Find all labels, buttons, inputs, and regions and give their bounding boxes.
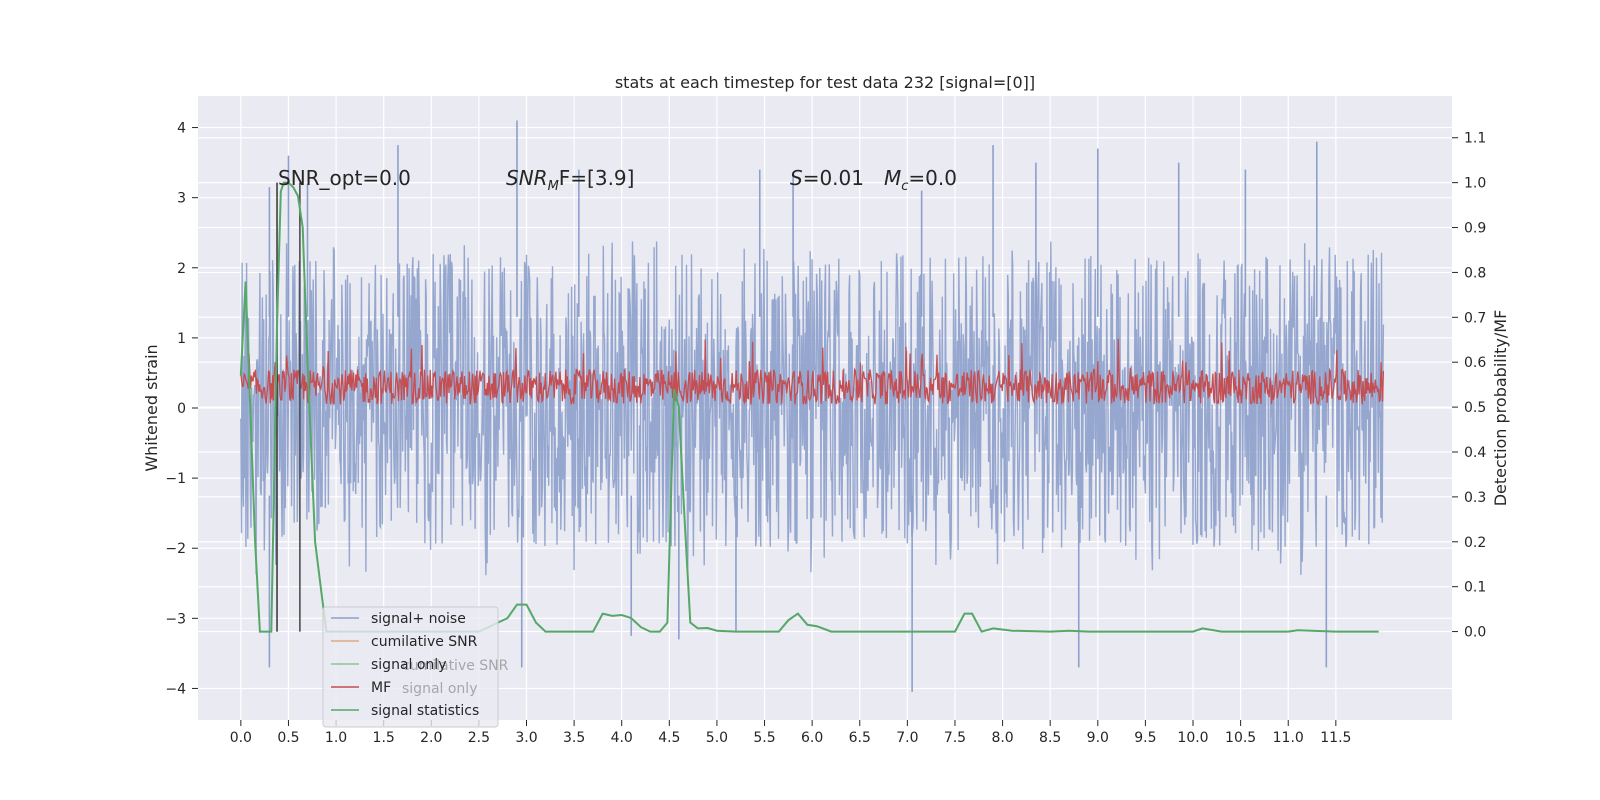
y2-tick-label: 0.1 <box>1464 580 1486 596</box>
mc-var: M <box>884 166 901 190</box>
series-signal-statistics-line <box>239 181 1379 633</box>
x-tick-label: 10.5 <box>1225 730 1256 746</box>
y2-tick-label: 0.7 <box>1464 310 1486 326</box>
series-signal-noise-line <box>240 241 1385 576</box>
annotation-s: S=0.01 <box>790 166 864 190</box>
x-tick-label: 9.5 <box>1134 730 1156 746</box>
snr-mf-var: SNR <box>506 166 548 190</box>
y-tick-label: 2 <box>177 261 186 277</box>
x-tick-label: 9.0 <box>1087 730 1109 746</box>
plot-area <box>239 120 1385 692</box>
y2-tick-label: 0.0 <box>1464 625 1486 641</box>
legend-label-signal-statistics: signal statistics <box>371 703 479 719</box>
s-var: S <box>790 166 803 190</box>
x-tick-label: 7.0 <box>896 730 918 746</box>
y2-tick-label: 1.1 <box>1464 131 1486 147</box>
x-tick-label: 5.0 <box>706 730 728 746</box>
y2-tick-label: 1.0 <box>1464 176 1486 192</box>
snr-mf-subscript: M <box>548 179 559 194</box>
snr-mf-rest: F=[3.9] <box>559 166 635 190</box>
y2-tick-label: 0.9 <box>1464 221 1486 237</box>
x-tick-label: 10.0 <box>1177 730 1208 746</box>
legend-label-signal-noise: signal+ noise <box>371 611 466 627</box>
x-tick-label: 1.5 <box>373 730 395 746</box>
x-tick-label: 8.5 <box>1039 730 1061 746</box>
x-tick-label: 0.0 <box>230 730 252 746</box>
y-tick-label: −1 <box>165 471 186 487</box>
x-tick-label: 4.5 <box>658 730 680 746</box>
x-tick-label: 2.0 <box>420 730 442 746</box>
x-tick-label: 2.5 <box>468 730 490 746</box>
x-tick-label: 4.0 <box>611 730 633 746</box>
y-tick-label: 0 <box>177 401 186 417</box>
y-tick-label: 4 <box>177 121 186 137</box>
y2-tick-label: 0.5 <box>1464 400 1486 416</box>
x-tick-label: 3.0 <box>515 730 537 746</box>
y2-tick-label: 0.8 <box>1464 265 1486 281</box>
legend-box <box>322 606 499 728</box>
legend-ghost-label-1: cumilative SNR <box>402 658 509 674</box>
y-tick-label: −4 <box>165 681 186 697</box>
y2-tick-label: 0.3 <box>1464 490 1486 506</box>
y-axis-label: Whitened strain <box>142 344 161 471</box>
axis-ticks: 0.0 0.5 1.0 1.5 2.0 2.5 3.0 3.5 4.0 4.5 5.0 5.5 6.0 6… <box>165 121 1486 746</box>
x-tick-label: 5.5 <box>753 730 775 746</box>
y2-tick-label: 0.2 <box>1464 535 1486 551</box>
x-tick-label: 8.0 <box>991 730 1013 746</box>
annotation-mc: Mc=0.0 <box>884 166 957 194</box>
x-tick-label: 6.0 <box>801 730 823 746</box>
series-mf-line <box>240 338 1385 406</box>
mc-rest: =0.0 <box>908 166 957 190</box>
legend: cumilative SNR signal only signal+ noise… <box>322 606 509 728</box>
x-tick-label: 3.5 <box>563 730 585 746</box>
annotation-snr-mf: SNRMF=[3.9] <box>506 166 634 194</box>
x-tick-label: 1.0 <box>325 730 347 746</box>
x-tick-label: 11.5 <box>1320 730 1351 746</box>
y2-axis-label: Detection probability/MF <box>1491 310 1510 507</box>
y-tick-label: −3 <box>165 611 186 627</box>
chart-title: stats at each timestep for test data 232… <box>615 73 1035 92</box>
legend-label-mf: MF <box>371 680 391 696</box>
x-tick-label: 11.0 <box>1273 730 1304 746</box>
y-tick-label: 3 <box>177 191 186 207</box>
x-tick-label: 7.5 <box>944 730 966 746</box>
legend-label-cumulative-snr: cumilative SNR <box>371 634 478 650</box>
x-tick-label: 0.5 <box>277 730 299 746</box>
x-tick-label: 6.5 <box>849 730 871 746</box>
y-tick-label: −2 <box>165 541 186 557</box>
y2-tick-label: 0.6 <box>1464 355 1486 371</box>
y2-tick-label: 0.4 <box>1464 445 1486 461</box>
annotation-snr-opt: SNR_opt=0.0 <box>278 166 411 190</box>
mc-subscript: c <box>901 179 908 194</box>
y-tick-label: 1 <box>177 331 186 347</box>
legend-ghost-label-2: signal only <box>402 681 477 697</box>
s-rest: =0.01 <box>803 166 864 190</box>
legend-label-signal-only: signal only <box>371 657 446 673</box>
